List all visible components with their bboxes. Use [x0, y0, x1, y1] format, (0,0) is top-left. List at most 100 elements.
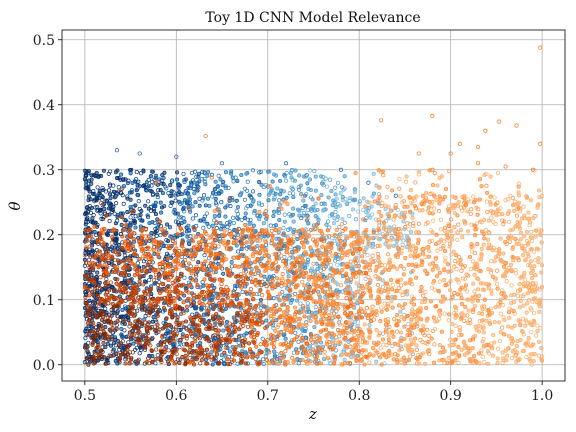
blue-point [97, 290, 102, 295]
orange-point [116, 358, 122, 363]
orange-point [305, 341, 310, 346]
blue-point [333, 185, 338, 190]
blue-point [181, 207, 186, 212]
orange-point [123, 263, 128, 268]
blue-point [123, 177, 128, 182]
orange-point [515, 219, 520, 225]
orange-point [415, 254, 420, 259]
orange-point [426, 339, 431, 345]
blue-point [141, 264, 146, 269]
orange-point [243, 290, 248, 295]
orange-point [416, 169, 421, 174]
blue-point [144, 180, 149, 185]
orange-point [277, 227, 282, 232]
orange-point [434, 232, 439, 237]
orange-point [268, 308, 274, 313]
orange-point [458, 227, 464, 233]
orange-point [475, 241, 480, 247]
blue-point [115, 213, 120, 218]
blue-point [128, 197, 133, 202]
blue-point [130, 180, 135, 185]
orange-point [208, 247, 213, 252]
orange-point [446, 262, 451, 267]
blue-point [210, 362, 215, 367]
blue-point [218, 220, 223, 226]
blue-point [261, 221, 266, 226]
orange-point [475, 298, 481, 303]
blue-point [147, 277, 152, 283]
orange-point [518, 237, 523, 242]
blue-point [144, 286, 149, 291]
blue-point [288, 226, 293, 231]
orange-point [479, 229, 484, 234]
orange-point [376, 227, 381, 233]
orange-point [327, 345, 332, 350]
orange-point [274, 269, 279, 274]
blue-point [274, 236, 279, 241]
orange-point [161, 305, 167, 311]
orange-point [265, 308, 270, 314]
orange-point [411, 244, 416, 249]
orange-point [379, 362, 384, 367]
orange-point [440, 246, 445, 251]
blue-point [290, 297, 295, 302]
blue-point [291, 194, 296, 200]
blue-point [281, 189, 286, 194]
blue-point [140, 218, 145, 223]
blue-point [149, 183, 154, 188]
orange-point [115, 277, 120, 282]
orange-point [380, 337, 386, 342]
orange-point [387, 214, 392, 219]
blue-point [361, 196, 366, 201]
orange-point [398, 330, 404, 335]
blue-point [100, 217, 105, 222]
orange-point [315, 237, 321, 242]
orange-point [96, 342, 101, 347]
blue-point [229, 169, 234, 174]
orange-point [346, 360, 351, 365]
blue-point [363, 209, 369, 214]
blue-point [235, 205, 241, 210]
orange-point [285, 305, 290, 310]
blue-point [85, 219, 90, 224]
orange-point [387, 257, 392, 262]
blue-point [217, 213, 222, 218]
orange-point [193, 322, 198, 327]
orange-point [340, 267, 345, 273]
blue-point [248, 217, 253, 222]
orange-point [539, 228, 544, 233]
blue-point [136, 179, 141, 184]
blue-point [128, 171, 133, 176]
orange-point [123, 361, 128, 366]
orange-point [313, 300, 319, 305]
blue-point [203, 182, 208, 187]
orange-point [323, 327, 329, 332]
orange-point [228, 273, 233, 278]
blue-point [128, 167, 133, 173]
orange-point [334, 227, 339, 233]
orange-point [270, 278, 275, 283]
blue-point [366, 213, 371, 218]
orange-point [130, 209, 135, 214]
blue-point [148, 174, 153, 179]
blue-point [153, 226, 158, 231]
orange-point [298, 289, 303, 294]
blue-point [352, 190, 357, 195]
orange-point [428, 299, 433, 304]
blue-point [239, 247, 244, 252]
orange-point [120, 245, 125, 250]
blue-point [233, 175, 238, 180]
blue-point [84, 182, 89, 187]
blue-point [258, 297, 264, 302]
orange-point [535, 300, 540, 305]
orange-point [473, 227, 478, 232]
orange-point [406, 238, 411, 243]
orange-point [301, 229, 306, 234]
orange-point [395, 266, 400, 271]
blue-point [263, 354, 268, 359]
blue-point [202, 253, 207, 258]
orange-point [300, 258, 306, 263]
orange-point [526, 254, 531, 259]
orange-point [183, 357, 188, 362]
orange-point [236, 327, 242, 332]
